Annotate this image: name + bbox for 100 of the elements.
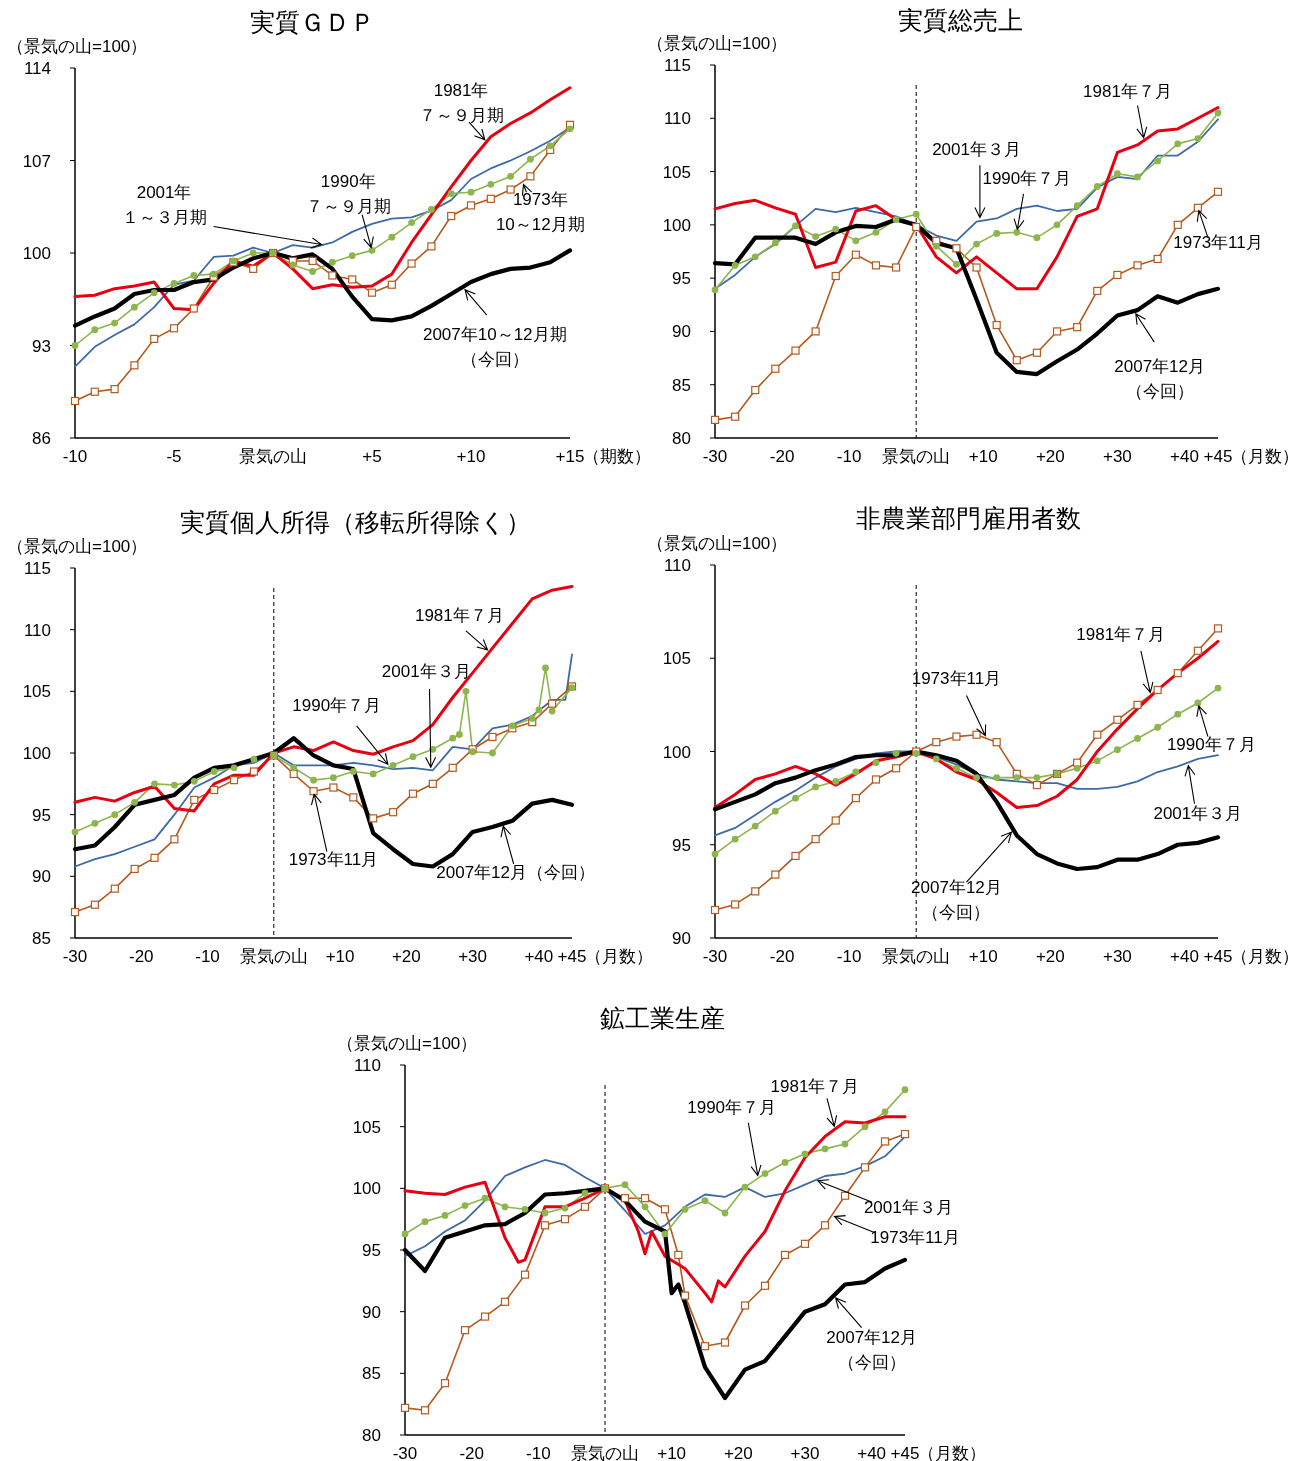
- x-tick-label: +40: [1170, 447, 1199, 466]
- x-axis-title: （月数）: [1231, 947, 1299, 966]
- x-tick-label: -30: [702, 447, 728, 466]
- x-tick-label: +40: [1170, 947, 1199, 966]
- annotation: 1973年11月: [870, 1227, 960, 1247]
- annotation: 2001年３月: [932, 139, 1021, 159]
- y-axis-title: （景気の山=100）: [7, 537, 148, 556]
- chart-title: 実質個人所得（移転所得除く）: [179, 508, 531, 536]
- y-tick-label: 95: [32, 805, 51, 825]
- y-tick-label: 105: [662, 162, 691, 182]
- annotation: 2001年３月: [863, 1198, 953, 1217]
- x-tick-label: +45: [1203, 447, 1233, 466]
- x-axis-title: （月数）: [585, 947, 653, 966]
- x-tick-label: +40: [524, 947, 554, 966]
- x-tick-label: +10: [968, 447, 998, 466]
- x-tick-label: +10: [325, 947, 355, 966]
- y-tick-label: 110: [353, 1056, 381, 1075]
- x-tick-label: +40: [857, 1444, 887, 1461]
- annotation: 1973年11月: [911, 669, 1002, 689]
- y-tick-label: 85: [362, 1364, 381, 1384]
- y-tick-label: 85: [32, 929, 51, 948]
- annotation: 1990年７月: [1166, 734, 1256, 754]
- annotation: 2001年３月: [1153, 803, 1243, 823]
- y-tick-label: 90: [672, 929, 691, 948]
- y-tick-label: 105: [352, 1117, 381, 1137]
- x-tick-label: -5: [166, 447, 182, 466]
- chart-title: 非農業部門雇用者数: [855, 504, 1081, 532]
- x-axis-title: （月数）: [1231, 447, 1299, 466]
- y-tick-label: 90: [672, 322, 691, 342]
- chart-title: 鉱工業生産: [599, 1004, 725, 1032]
- y-tick-label: 110: [663, 556, 691, 575]
- x-tick-label: +30: [1102, 447, 1132, 466]
- annotation: 1973年11月: [288, 850, 379, 870]
- annotation: 2001年１～３月期: [121, 182, 207, 227]
- x-tick-label: +10: [456, 447, 486, 466]
- y-tick-label: 80: [672, 429, 691, 448]
- y-axis-title: （景気の山=100）: [647, 34, 788, 53]
- x-tick-label: +10: [657, 1444, 687, 1461]
- x-tick-label: 景気の山: [571, 1444, 639, 1461]
- x-tick-label: +30: [458, 947, 488, 966]
- x-tick-label: -30: [392, 1444, 418, 1461]
- y-tick-label: 80: [362, 1426, 381, 1445]
- chart-title: 実質ＧＤＰ: [249, 8, 375, 36]
- y-axis-title: （景気の山=100）: [337, 1034, 478, 1053]
- x-tick-label: -20: [128, 947, 154, 966]
- x-axis-title: （期数）: [583, 447, 651, 466]
- annotation: 1981年７月: [414, 606, 504, 626]
- annotation: 2007年12月（今回）: [826, 1327, 918, 1372]
- x-tick-label: +20: [1035, 447, 1065, 466]
- annotation: 1990年７月: [982, 169, 1072, 189]
- x-tick-label: +45: [890, 1444, 920, 1461]
- x-tick-label: -20: [459, 1444, 484, 1461]
- annotation: 1990年７月: [292, 696, 382, 716]
- x-tick-label: +30: [790, 1444, 820, 1461]
- annotation: 2007年12月（今回）: [911, 878, 1002, 923]
- x-tick-label: +30: [1102, 947, 1132, 966]
- y-tick-label: 100: [22, 744, 51, 763]
- y-tick-label: 107: [22, 151, 51, 171]
- x-tick-label: 景気の山: [239, 447, 307, 466]
- y-tick-label: 85: [672, 375, 691, 395]
- x-tick-label: -30: [62, 947, 88, 966]
- x-tick-label: -30: [702, 947, 728, 966]
- y-tick-label: 105: [662, 649, 691, 669]
- x-tick-label: 景気の山: [882, 447, 951, 466]
- annotation: 1981年７～９月期: [418, 80, 504, 125]
- x-tick-label: -10: [526, 1444, 551, 1461]
- x-tick-label: -10: [836, 447, 862, 466]
- y-tick-label: 95: [362, 1241, 381, 1260]
- annotation: 2007年12月（今回）: [1114, 356, 1206, 401]
- y-tick-label: 110: [23, 620, 51, 640]
- y-axis-title: （景気の山=100）: [7, 37, 148, 56]
- annotation: 1990年７～９月期: [305, 171, 391, 216]
- y-tick-label: 115: [663, 56, 691, 75]
- annotation: 1990年７月: [687, 1098, 777, 1118]
- x-tick-label: +20: [1035, 947, 1065, 966]
- x-tick-label: +20: [723, 1444, 753, 1461]
- y-tick-label: 86: [32, 429, 51, 448]
- annotation: 1973年10～12月期: [495, 190, 585, 235]
- x-tick-label: +15: [555, 447, 585, 466]
- y-tick-label: 90: [32, 867, 51, 887]
- y-tick-label: 114: [23, 59, 51, 78]
- x-tick-label: -20: [769, 947, 795, 966]
- annotation: 1973年11月: [1173, 233, 1263, 253]
- y-tick-label: 95: [672, 835, 691, 855]
- y-tick-label: 90: [362, 1302, 381, 1322]
- y-tick-label: 100: [662, 742, 691, 762]
- annotation: 2001年３月: [381, 661, 471, 681]
- x-tick-label: +45: [557, 947, 587, 966]
- x-tick-label: +5: [362, 447, 382, 466]
- y-tick-label: 95: [672, 269, 691, 289]
- x-tick-label: -20: [769, 447, 795, 466]
- y-tick-label: 100: [22, 244, 51, 263]
- y-tick-label: 100: [662, 215, 691, 235]
- x-tick-label: -10: [195, 947, 220, 966]
- annotation: 1981年７月: [1083, 81, 1172, 101]
- y-tick-label: 100: [352, 1179, 381, 1199]
- y-tick-label: 93: [32, 336, 51, 356]
- x-tick-label: +45: [1203, 947, 1233, 966]
- x-tick-label: +10: [968, 947, 998, 966]
- x-tick-label: -10: [62, 447, 88, 466]
